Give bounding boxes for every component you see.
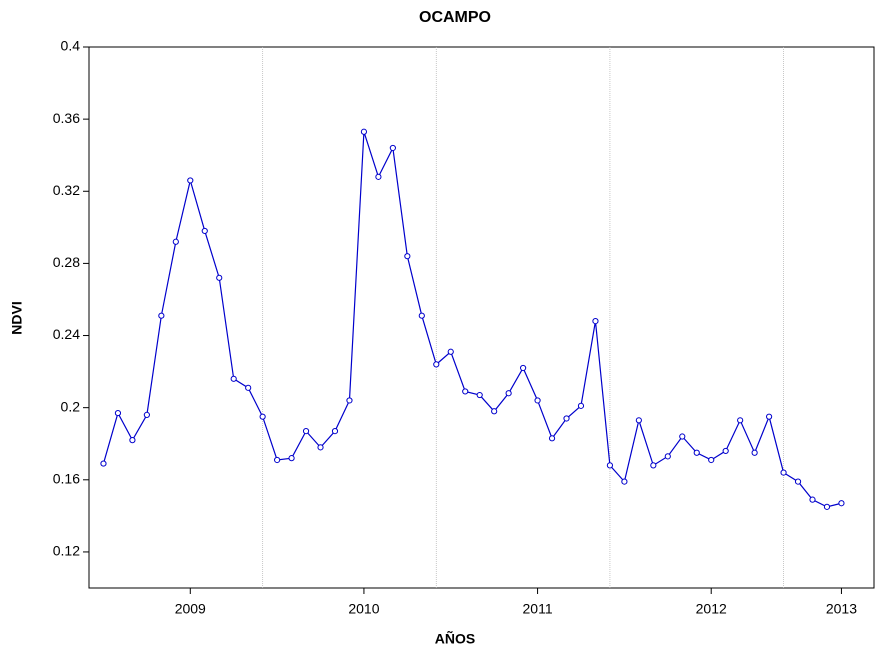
chart-title: OCAMPO bbox=[419, 9, 491, 26]
data-point bbox=[809, 496, 816, 503]
data-point bbox=[505, 390, 512, 397]
data-point bbox=[201, 227, 208, 235]
data-point bbox=[708, 456, 715, 464]
x-tick-label: 2010 bbox=[348, 601, 379, 617]
data-line bbox=[102, 131, 842, 508]
data-point bbox=[302, 428, 310, 435]
data-point bbox=[360, 128, 368, 135]
data-point bbox=[230, 375, 237, 382]
data-point bbox=[737, 417, 744, 424]
data-point bbox=[592, 318, 599, 325]
data-point bbox=[418, 312, 425, 319]
data-point bbox=[346, 397, 353, 404]
data-point bbox=[317, 444, 324, 451]
data-point bbox=[259, 413, 266, 420]
data-point bbox=[577, 402, 585, 409]
data-point bbox=[751, 449, 758, 456]
data-point bbox=[433, 361, 440, 368]
data-point bbox=[823, 503, 831, 510]
x-tick-label: 2011 bbox=[523, 601, 553, 617]
data-point bbox=[606, 462, 614, 469]
data-point bbox=[476, 391, 483, 399]
y-tick-label: 0.16 bbox=[53, 471, 80, 487]
data-point bbox=[172, 238, 179, 245]
data-point bbox=[331, 428, 339, 435]
y-tick-label: 0.36 bbox=[53, 110, 80, 126]
data-point bbox=[621, 478, 628, 485]
data-point bbox=[143, 411, 150, 418]
data-point bbox=[534, 397, 541, 404]
plot-frame bbox=[88, 46, 875, 589]
y-tick-label: 0.32 bbox=[53, 182, 80, 198]
y-tick-label: 0.12 bbox=[53, 543, 80, 559]
data-point bbox=[693, 449, 700, 456]
data-point bbox=[274, 456, 281, 464]
data-point bbox=[447, 348, 454, 355]
data-point bbox=[520, 364, 527, 372]
data-point bbox=[187, 177, 194, 184]
data-point bbox=[375, 173, 382, 180]
data-point bbox=[404, 253, 411, 260]
data-point bbox=[765, 413, 773, 420]
data-point bbox=[563, 415, 570, 422]
data-point bbox=[780, 469, 787, 476]
y-tick-label: 0.4 bbox=[61, 38, 81, 54]
data-point bbox=[491, 408, 498, 415]
data-point bbox=[794, 478, 802, 485]
data-point bbox=[548, 435, 556, 442]
data-point bbox=[114, 409, 122, 417]
x-tick-label: 2012 bbox=[696, 601, 727, 617]
data-point bbox=[100, 460, 107, 467]
data-point bbox=[722, 447, 729, 455]
data-point bbox=[679, 433, 686, 440]
data-point bbox=[664, 453, 671, 460]
y-axis-title: NDVI bbox=[9, 301, 25, 334]
data-point bbox=[158, 312, 165, 319]
x-tick-label: 2013 bbox=[826, 601, 857, 617]
data-point bbox=[216, 274, 223, 281]
data-point bbox=[129, 437, 136, 444]
data-point bbox=[288, 455, 295, 462]
data-point bbox=[245, 384, 252, 391]
data-point bbox=[650, 462, 657, 469]
x-axis-title: AÑOS bbox=[435, 630, 475, 647]
data-point bbox=[462, 388, 469, 395]
y-tick-label: 0.2 bbox=[61, 398, 81, 414]
data-point bbox=[635, 417, 642, 424]
y-tick-label: 0.28 bbox=[53, 254, 80, 270]
data-point bbox=[389, 144, 396, 152]
data-point bbox=[838, 500, 845, 507]
x-tick-label: 2009 bbox=[175, 601, 206, 617]
y-tick-label: 0.24 bbox=[53, 326, 80, 342]
